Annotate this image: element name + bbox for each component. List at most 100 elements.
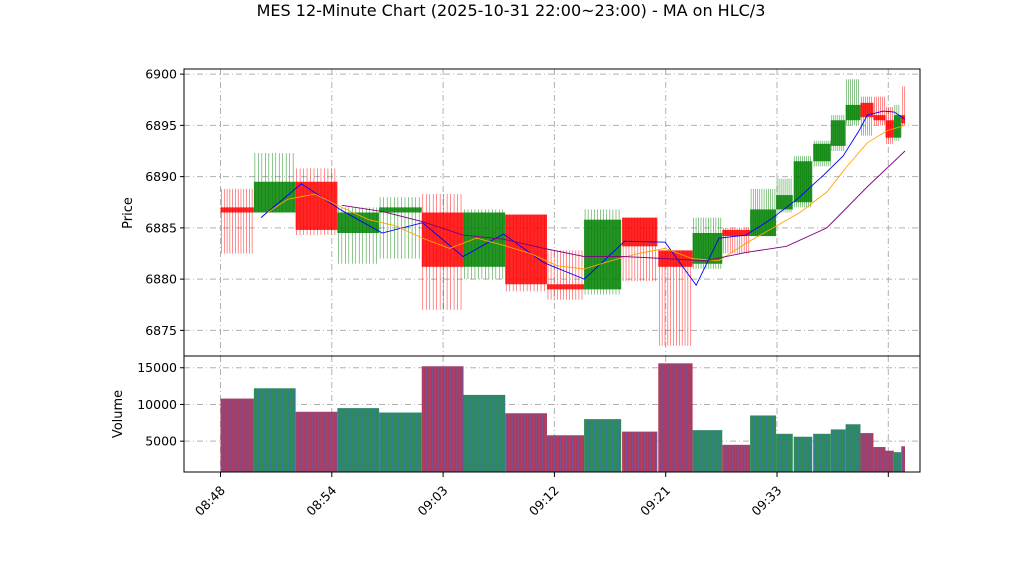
x-axis: 08:48 08:54 09:03 09:12 09:21 09:33 xyxy=(192,472,889,519)
candle-body xyxy=(776,195,793,210)
volume-bar-group xyxy=(750,415,777,472)
volume-bar xyxy=(860,433,874,472)
candle-body xyxy=(845,104,861,121)
x-tick-label: 08:54 xyxy=(303,483,339,519)
volume-bar xyxy=(622,431,658,472)
candle-group xyxy=(584,209,622,295)
volume-bar-group xyxy=(722,444,751,472)
volume-y-axis: 5000 10000 15000 xyxy=(137,360,184,449)
volume-bar-group xyxy=(885,450,894,472)
volume-bar-group xyxy=(463,394,506,472)
volume-bar-group xyxy=(830,429,846,472)
price-y-tick-label: 6900 xyxy=(145,67,177,82)
candle-group xyxy=(860,96,874,136)
candle-body xyxy=(893,115,902,138)
candle-group xyxy=(546,250,585,300)
volume-bar-group xyxy=(658,363,693,472)
volume-bar xyxy=(873,447,886,472)
x-tick-label: 09:03 xyxy=(415,483,451,519)
candle-body xyxy=(220,207,254,213)
volume-bar-group xyxy=(421,366,464,472)
candle-group xyxy=(845,79,861,126)
candle-group xyxy=(379,197,422,259)
candle-body xyxy=(584,219,622,290)
candle-body xyxy=(873,115,886,121)
volume-bar-group xyxy=(546,435,585,472)
price-y-axis: 6875 6880 6885 6890 6895 6900 xyxy=(145,67,184,338)
candle-group xyxy=(337,207,380,264)
volume-bar xyxy=(893,452,902,472)
candle-body xyxy=(830,120,846,146)
volume-bar-group xyxy=(379,412,422,472)
price-axis-label: Price xyxy=(121,197,136,229)
moving-average-lines xyxy=(260,110,906,287)
volume-panel-frame xyxy=(183,355,921,473)
price-y-tick-label: 6880 xyxy=(145,272,177,287)
candle-body xyxy=(750,209,777,237)
x-tick-label: 08:48 xyxy=(192,483,228,519)
volume-bar-group xyxy=(901,446,905,472)
volume-bar-group xyxy=(873,447,886,472)
candle-body xyxy=(295,181,338,230)
candle-body xyxy=(463,212,506,267)
volume-bar-group xyxy=(776,433,793,472)
volume-bar-group xyxy=(845,424,861,472)
candle-group xyxy=(295,168,338,236)
candle-group xyxy=(893,104,902,141)
candle-body xyxy=(379,207,422,213)
candle-body xyxy=(793,161,813,203)
volume-bar xyxy=(337,408,380,472)
candle-body xyxy=(722,229,751,237)
volume-bar xyxy=(813,433,831,472)
moving-average-line xyxy=(267,124,906,270)
volume-bar-group xyxy=(337,408,380,472)
candle-group xyxy=(885,106,894,144)
volume-y-tick-label: 15000 xyxy=(137,360,177,375)
volume-bar xyxy=(692,430,723,472)
candle-body xyxy=(860,102,874,118)
candle-body xyxy=(658,250,693,267)
volume-bar xyxy=(793,436,813,472)
candle-group xyxy=(776,178,793,213)
candle-body xyxy=(337,212,380,233)
volume-bar xyxy=(295,411,338,472)
chart-title: MES 12-Minute Chart (2025-10-31 22:00~23… xyxy=(257,1,766,20)
volume-bar-group xyxy=(295,411,338,472)
price-bars xyxy=(220,79,905,346)
candle-group xyxy=(830,115,846,151)
volume-bar xyxy=(546,435,585,472)
volume-bar xyxy=(750,415,777,472)
volume-bar xyxy=(253,388,296,472)
candle-body xyxy=(885,120,894,138)
volume-bar-group xyxy=(622,431,658,472)
volume-bar xyxy=(505,413,547,472)
volume-bar xyxy=(421,366,464,472)
x-tick-label: 09:12 xyxy=(526,483,562,519)
volume-bars xyxy=(220,363,905,472)
volume-y-tick-label: 5000 xyxy=(145,434,177,449)
candle-group xyxy=(220,188,254,254)
volume-bar xyxy=(463,394,506,472)
volume-bar-group xyxy=(860,433,874,472)
candle-body xyxy=(813,143,831,162)
price-y-tick-label: 6890 xyxy=(145,169,177,184)
candle-group xyxy=(793,156,813,208)
candle-group xyxy=(722,227,751,254)
candle-group xyxy=(750,188,777,237)
volume-bar-group xyxy=(584,419,622,472)
candle-group xyxy=(813,140,831,167)
candle-group xyxy=(622,217,658,282)
price-y-tick-label: 6875 xyxy=(145,323,177,338)
candle-group xyxy=(658,250,693,346)
candle-body xyxy=(901,115,905,124)
x-tick-label: 09:33 xyxy=(748,483,784,519)
volume-bar xyxy=(658,363,693,472)
volume-bar xyxy=(776,433,793,472)
volume-bar-group xyxy=(793,436,813,472)
volume-bar xyxy=(584,419,622,472)
volume-axis-label: Volume xyxy=(111,390,126,438)
volume-bar-group xyxy=(813,433,831,472)
volume-bar xyxy=(379,412,422,472)
